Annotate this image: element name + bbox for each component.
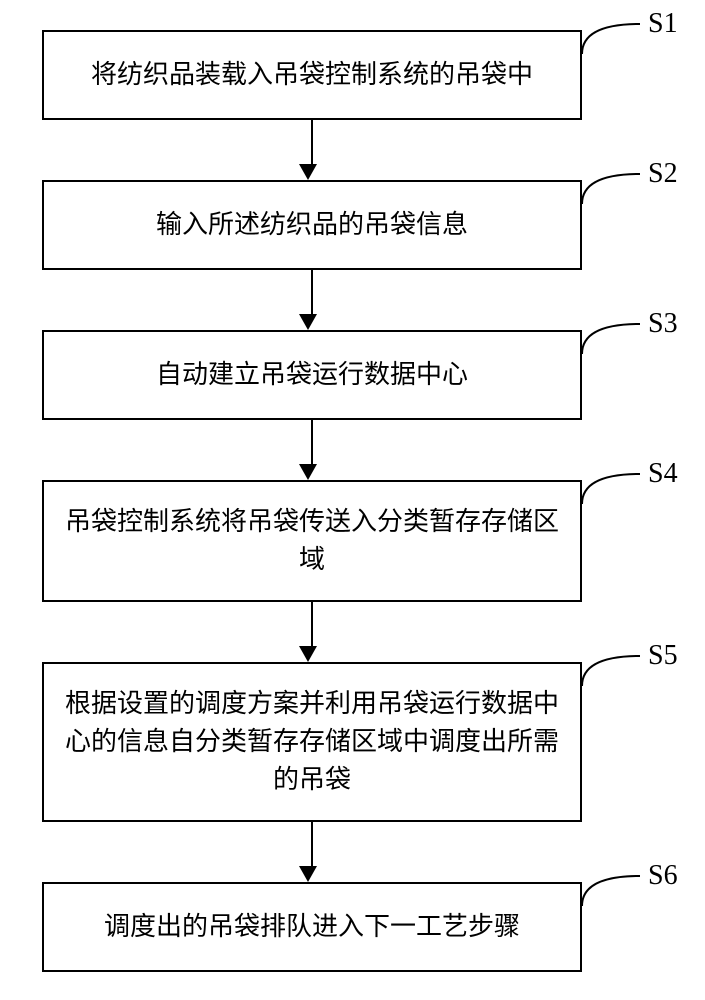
step-box-s4: 吊袋控制系统将吊袋传送入分类暂存存储区域 [42,480,582,602]
step-box-s2: 输入所述纺织品的吊袋信息 [42,180,582,270]
arrow-2-3 [307,270,317,330]
step-text-s3: 自动建立吊袋运行数据中心 [156,356,468,394]
step-label-s1: S1 [648,8,678,40]
step-label-s2: S2 [648,158,678,190]
arrow-4-5 [307,602,317,662]
step-label-s3: S3 [648,308,678,340]
step-box-s5: 根据设置的调度方案并利用吊袋运行数据中心的信息自分类暂存存储区域中调度出所需的吊… [42,662,582,822]
step-text-s5: 根据设置的调度方案并利用吊袋运行数据中心的信息自分类暂存存储区域中调度出所需的吊… [64,685,560,798]
connector-s1 [580,16,650,56]
step-label-s4: S4 [648,458,678,490]
connector-s4 [580,466,650,506]
step-box-s1: 将纺织品装载入吊袋控制系统的吊袋中 [42,30,582,120]
arrow-3-4 [307,420,317,480]
connector-s3 [580,316,650,356]
step-text-s2: 输入所述纺织品的吊袋信息 [156,206,468,244]
step-text-s4: 吊袋控制系统将吊袋传送入分类暂存存储区域 [64,503,560,578]
step-label-s6: S6 [648,860,678,892]
connector-s5 [580,648,650,688]
arrow-1-2 [307,120,317,180]
step-label-s5: S5 [648,640,678,672]
connector-s2 [580,166,650,206]
step-text-s6: 调度出的吊袋排队进入下一工艺步骤 [104,908,520,946]
step-box-s3: 自动建立吊袋运行数据中心 [42,330,582,420]
connector-s6 [580,868,650,908]
step-text-s1: 将纺织品装载入吊袋控制系统的吊袋中 [91,56,533,94]
step-box-s6: 调度出的吊袋排队进入下一工艺步骤 [42,882,582,972]
flowchart-container: 将纺织品装载入吊袋控制系统的吊袋中 S1 输入所述纺织品的吊袋信息 S2 自动建… [0,0,705,1000]
arrow-5-6 [307,822,317,882]
